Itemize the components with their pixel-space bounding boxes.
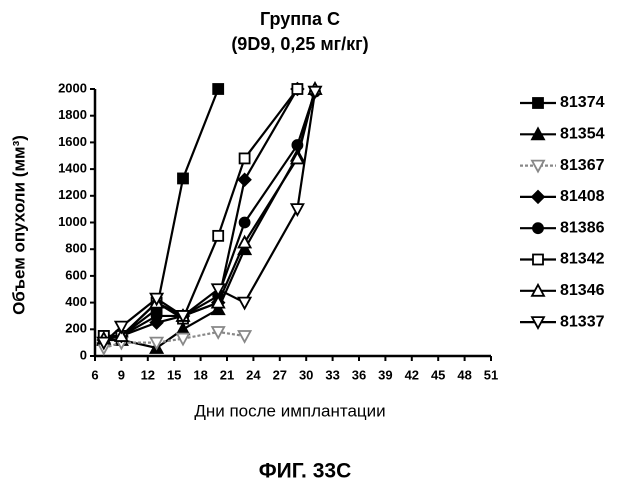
legend-label: 81367 xyxy=(560,157,605,174)
y-tick-label: 1600 xyxy=(58,134,87,149)
x-axis-label: Дни после имплантации xyxy=(194,401,385,420)
marker xyxy=(240,153,250,163)
y-tick-label: 0 xyxy=(80,347,87,362)
legend-label: 81408 xyxy=(560,188,605,205)
y-tick-label: 800 xyxy=(65,241,87,256)
marker xyxy=(213,84,223,94)
legend-marker xyxy=(533,223,543,233)
x-tick-label: 21 xyxy=(220,367,234,382)
y-tick-label: 400 xyxy=(65,294,87,309)
x-tick-label: 9 xyxy=(118,367,125,382)
legend-marker xyxy=(533,98,543,108)
legend-label: 81346 xyxy=(560,282,605,299)
marker xyxy=(292,84,302,94)
y-tick-label: 200 xyxy=(65,321,87,336)
x-tick-label: 48 xyxy=(457,367,471,382)
x-tick-label: 18 xyxy=(193,367,207,382)
page: {"chart_data": {"type": "line", "title":… xyxy=(0,0,639,500)
y-tick-label: 2000 xyxy=(58,80,87,95)
y-tick-label: 600 xyxy=(65,267,87,282)
marker xyxy=(239,331,251,342)
y-tick-label: 1800 xyxy=(58,107,87,122)
figure-caption: ФИГ. 33C xyxy=(259,460,352,483)
x-tick-label: 51 xyxy=(484,367,498,382)
x-tick-label: 24 xyxy=(246,367,261,382)
x-tick-label: 6 xyxy=(91,367,98,382)
legend-marker xyxy=(532,191,544,203)
legend-marker xyxy=(533,255,543,265)
marker xyxy=(239,298,251,309)
series-line xyxy=(104,89,298,336)
marker xyxy=(213,231,223,241)
legend-label: 81374 xyxy=(560,94,605,111)
legend-label: 81337 xyxy=(560,313,605,330)
y-axis-label: Объем опухоли (мм³) xyxy=(9,135,28,315)
x-tick-label: 27 xyxy=(273,367,287,382)
y-tick-label: 1000 xyxy=(58,214,87,229)
series-line xyxy=(104,89,315,348)
x-tick-label: 45 xyxy=(431,367,445,382)
y-tick-label: 1200 xyxy=(58,187,87,202)
legend-label: 81342 xyxy=(560,251,605,268)
x-tick-label: 42 xyxy=(405,367,419,382)
x-tick-label: 33 xyxy=(325,367,339,382)
marker xyxy=(177,323,189,334)
x-tick-label: 12 xyxy=(141,367,155,382)
marker xyxy=(178,173,188,183)
x-tick-label: 30 xyxy=(299,367,313,382)
marker xyxy=(240,218,250,228)
legend-label: 81354 xyxy=(560,126,605,143)
series-line xyxy=(104,92,315,336)
x-tick-label: 15 xyxy=(167,367,181,382)
chart: Группа C (9D9, 0,25 мг/кг) Объем опухоли… xyxy=(0,0,639,500)
x-tick-label: 36 xyxy=(352,367,366,382)
legend-label: 81386 xyxy=(560,219,605,236)
chart-title: Группа C xyxy=(260,9,340,29)
marker xyxy=(291,204,303,215)
x-tick-label: 39 xyxy=(378,367,392,382)
y-tick-label: 1400 xyxy=(58,161,87,176)
marker xyxy=(239,174,251,186)
marker xyxy=(152,311,162,321)
chart-subtitle: (9D9, 0,25 мг/кг) xyxy=(231,34,368,54)
